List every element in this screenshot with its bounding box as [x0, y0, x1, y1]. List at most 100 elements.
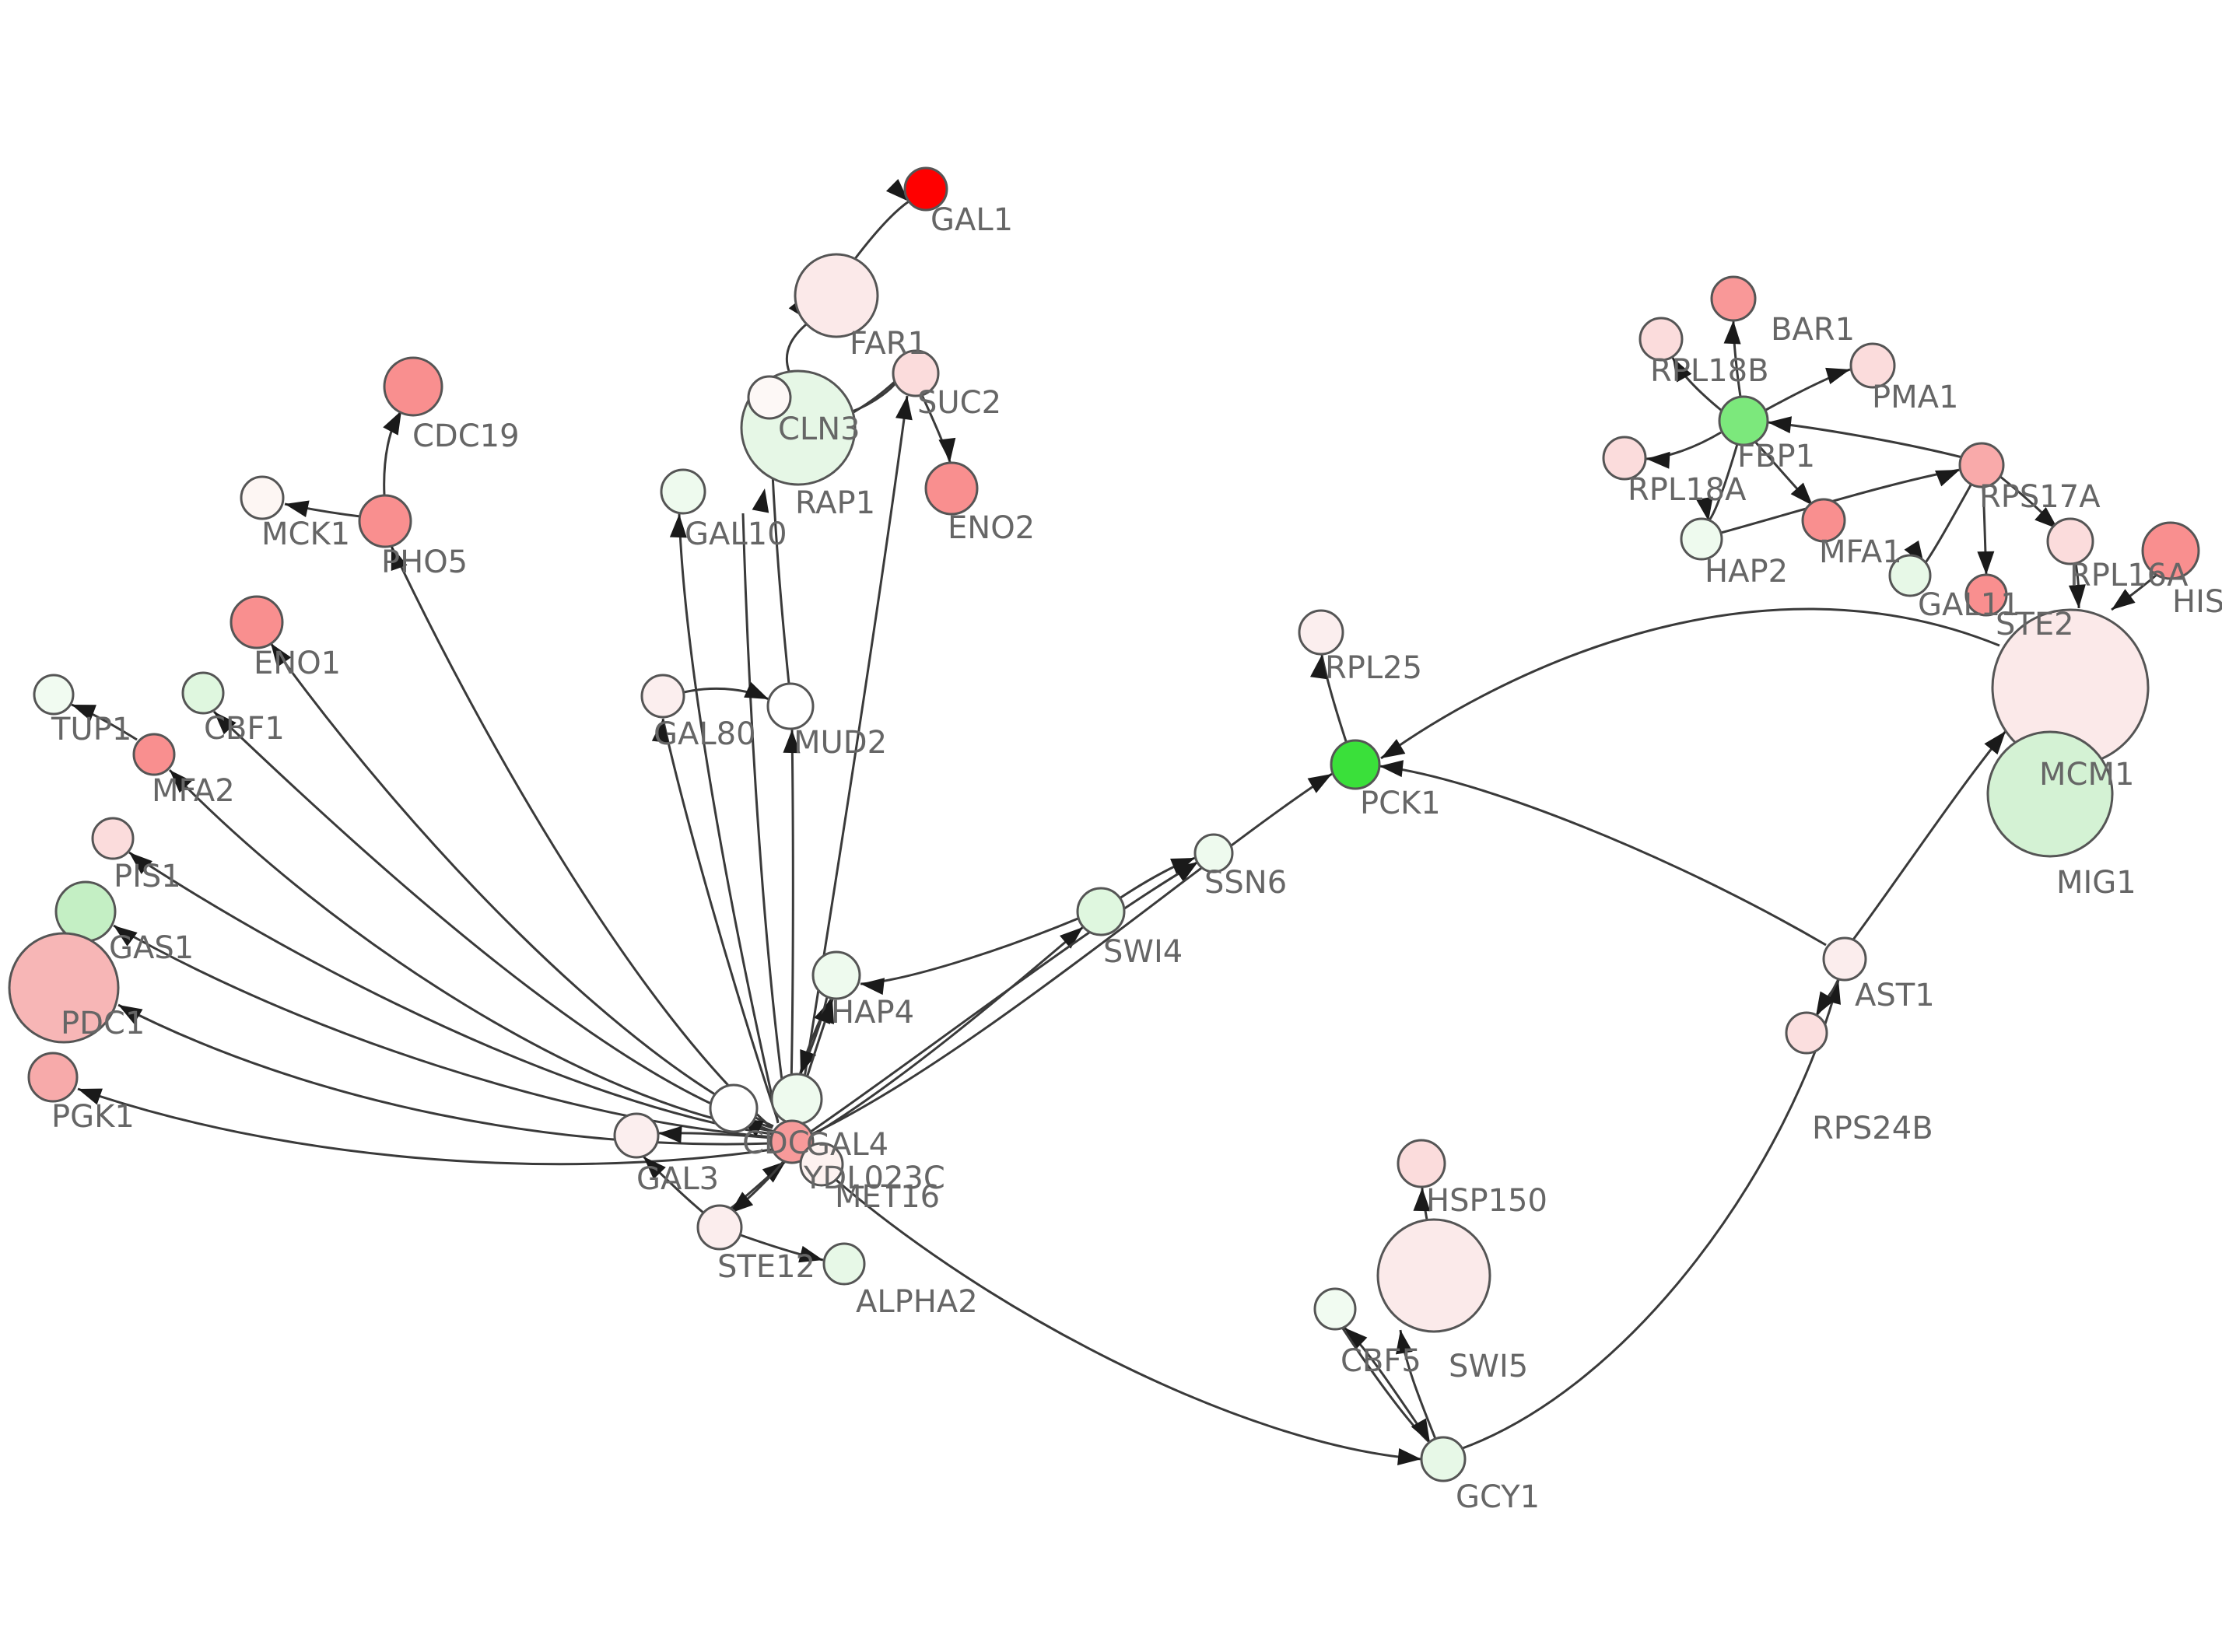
node-gal80[interactable] [640, 674, 685, 719]
arrowhead-gal4-to-pgk1 [78, 1088, 103, 1105]
node-swi4[interactable] [1076, 887, 1126, 936]
node-tup1[interactable] [33, 674, 75, 716]
node-ast1[interactable] [1822, 936, 1867, 982]
node-met16[interactable] [770, 1073, 823, 1125]
node-cdc[interactable] [709, 1083, 759, 1133]
edge-hap2-to-rps17a [1720, 468, 1961, 534]
node-gal10[interactable] [660, 468, 706, 515]
node-pdc1[interactable] [8, 932, 120, 1044]
arrowhead-his4-to-mcm1 [2112, 589, 2136, 610]
node-suc2[interactable] [892, 349, 940, 397]
node-label-pdc1: PDC1 [61, 1006, 145, 1041]
edge-gal4-to-mud2 [789, 729, 794, 1122]
node-gal3[interactable] [613, 1112, 660, 1159]
node-mfa1[interactable] [1801, 498, 1846, 543]
node-label-his4: HIS4 [2172, 584, 2222, 620]
arrowhead-gal4-to-gal3 [658, 1125, 682, 1143]
arrowhead-gcy1-to-swi5 [1395, 1330, 1413, 1355]
node-rps24b[interactable] [1785, 1011, 1828, 1055]
node-rpl16a[interactable] [2046, 517, 2094, 565]
node-cdc19[interactable] [383, 356, 443, 417]
node-gal11[interactable] [1888, 554, 1932, 597]
node-rpl18a[interactable] [1602, 436, 1647, 481]
arrowhead-gal4-to-pis1 [129, 852, 152, 874]
node-pho5[interactable] [358, 494, 412, 548]
node-hsp150[interactable] [1397, 1139, 1446, 1188]
node-ste2[interactable] [1964, 573, 2008, 617]
arrowhead-ast1-to-rps24b [1816, 991, 1835, 1016]
node-label-pis1: PIS1 [114, 859, 181, 894]
node-pck1[interactable] [1330, 739, 1381, 790]
arrowhead-pho5-to-mck1 [285, 500, 310, 517]
node-far1[interactable] [794, 253, 879, 338]
edge-gal4-to-gal10 [678, 513, 780, 1124]
node-mfa2[interactable] [132, 733, 176, 776]
node-gcy1[interactable] [1420, 1436, 1467, 1482]
node-hap4[interactable] [811, 950, 861, 1000]
node-alpha2[interactable] [822, 1242, 866, 1286]
edge-fbp1-to-hap2 [1707, 443, 1739, 523]
node-bar1[interactable] [1710, 275, 1757, 322]
node-cbf1[interactable] [181, 671, 225, 715]
edge-gal4-to-pck1 [811, 772, 1333, 1136]
node-pma1[interactable] [1849, 342, 1896, 389]
arrowhead-fbp1-to-hap2 [1696, 496, 1713, 521]
node-mig1[interactable] [1986, 730, 2114, 858]
edge-cln3-to-suc2 [850, 377, 900, 414]
edge-swi4-to-hap4 [860, 916, 1081, 985]
node-ydl023c[interactable] [799, 1142, 844, 1187]
node-hap2[interactable] [1680, 517, 1723, 561]
node-swi5[interactable] [1376, 1218, 1491, 1333]
node-ste12[interactable] [696, 1204, 743, 1251]
node-label-pgk1: PGK1 [51, 1099, 135, 1135]
node-mck1[interactable] [240, 475, 285, 520]
edge-gal4-to-suc2 [796, 395, 909, 1122]
node-rps17a[interactable] [1958, 442, 2005, 488]
arrowhead-ste12-to-alpha2 [798, 1245, 823, 1263]
arrowhead-gal4-to-gas1 [114, 926, 138, 947]
node-rpl18b[interactable] [1638, 317, 1684, 362]
node-label-rps24b: RPS24B [1812, 1111, 1933, 1146]
node-label-bar1: BAR1 [1771, 312, 1855, 348]
node-label-mig1: MIG1 [2056, 865, 2136, 901]
arrowhead-gal4-to-mfa2 [170, 770, 192, 793]
node-eno1[interactable] [230, 595, 284, 649]
edge-far1-to-gal1 [853, 200, 909, 261]
arrowhead-gal4-to-pck1 [1307, 774, 1332, 793]
node-label-met16: MET16 [835, 1179, 940, 1215]
node-his4[interactable] [2141, 521, 2200, 580]
node-label-suc2: SUC2 [917, 385, 1001, 421]
node-eno2[interactable] [924, 461, 979, 516]
edge-cln3-to-far1 [785, 320, 811, 372]
node-cbf5[interactable] [1313, 1287, 1357, 1331]
node-pis1[interactable] [91, 817, 135, 860]
arrowhead-fbp1-to-rpl18b [1673, 358, 1692, 383]
arrowhead-gcy1-to-cbf5 [1344, 1328, 1368, 1350]
node-label-rpl18a: RPL18A [1628, 472, 1747, 508]
arrowhead-rps17a-to-fbp1 [1768, 416, 1793, 434]
node-gal4[interactable] [769, 1119, 815, 1164]
node-rpl25[interactable] [1298, 609, 1344, 656]
node-fbp1[interactable] [1718, 395, 1769, 446]
arrowhead-hap4-to-met16 [800, 1049, 817, 1074]
edge-gal4-to-gal80 [661, 718, 780, 1122]
node-label-hap2: HAP2 [1705, 554, 1788, 590]
edge-fbp1-to-rpl18a [1645, 431, 1722, 460]
node-mud2[interactable] [766, 682, 815, 730]
edge-gal4-to-gcy1 [809, 1156, 1422, 1461]
arrowhead-fbp1-to-rpl18a [1646, 451, 1670, 469]
node-pgk1[interactable] [27, 1052, 79, 1103]
node-gal1[interactable] [903, 166, 948, 212]
node-label-cdc: CDC [742, 1125, 810, 1161]
node-rap1[interactable] [747, 375, 792, 420]
node-ssn6[interactable] [1193, 833, 1234, 873]
node-label-mcm1: MCM1 [2039, 757, 2134, 793]
node-label-hap4: HAP4 [831, 995, 914, 1031]
arrowhead-fbp1-to-mfa1 [1790, 482, 1813, 506]
edge-gcy1-to-ast1 [1462, 979, 1840, 1450]
arrowhead-gal4-to-pho5 [391, 546, 408, 571]
arrowhead-mcm1-to-pck1 [1381, 739, 1406, 758]
arrowhead-gal4-to-eno1 [271, 643, 292, 667]
node-label-swi4: SWI4 [1103, 934, 1183, 970]
arrowhead-pho5-to-cdc19 [383, 411, 401, 436]
